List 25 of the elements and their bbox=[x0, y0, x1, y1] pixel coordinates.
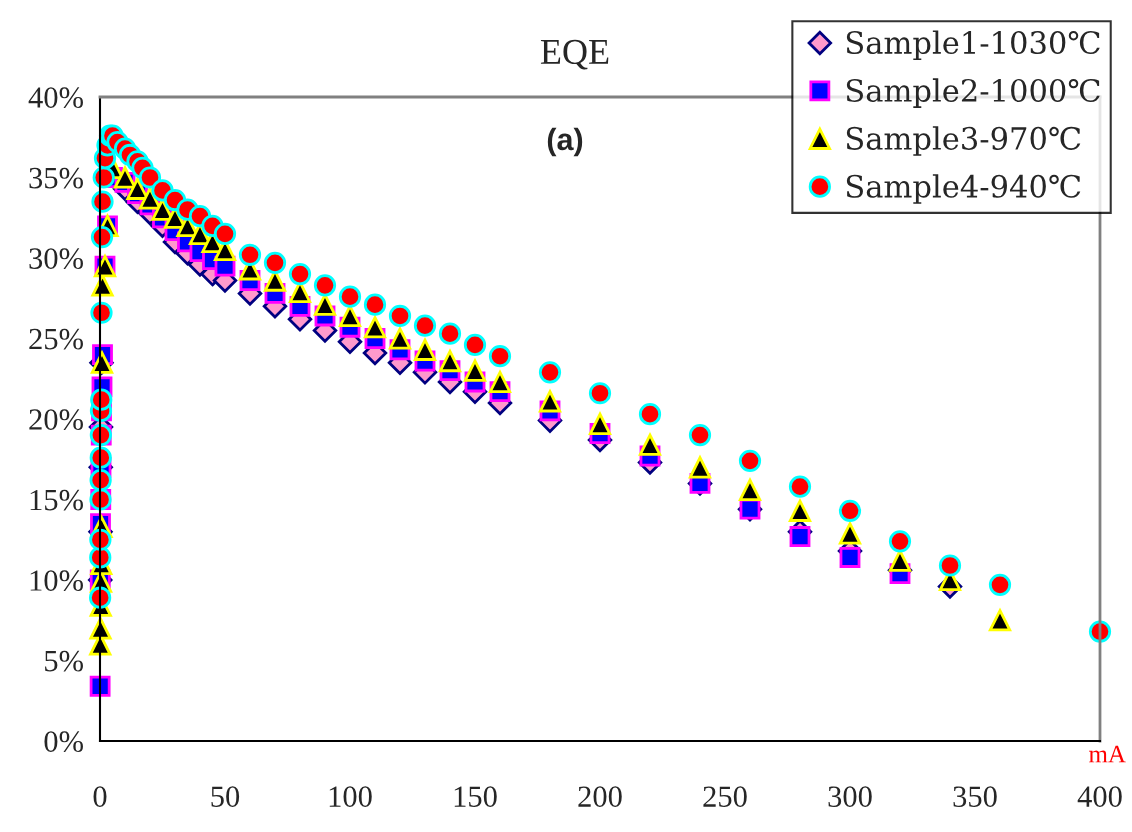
y-tick-label: 35% bbox=[29, 167, 83, 189]
x-tick-label: 300 bbox=[828, 786, 872, 807]
x-tick-label: 150 bbox=[454, 786, 497, 807]
x-axis-title: mA bbox=[1089, 745, 1126, 763]
y-tick-label: 15% bbox=[30, 489, 83, 511]
y-tick-label: 5% bbox=[45, 650, 83, 672]
legend-label: Sample3-970℃ bbox=[846, 126, 1081, 156]
y-tick-label: 20% bbox=[29, 409, 83, 430]
y-tick-label: 10% bbox=[30, 570, 83, 591]
x-tick-label: 200 bbox=[578, 786, 622, 807]
x-tick-label: 400 bbox=[1077, 786, 1122, 807]
y-tick-label: 0% bbox=[44, 731, 83, 752]
legend-label: Sample2-1000℃ bbox=[846, 78, 1100, 108]
chart-title: EQE bbox=[540, 39, 609, 70]
x-tick-label: 100 bbox=[329, 786, 372, 807]
y-tick-label: 40% bbox=[28, 87, 83, 108]
x-tick-label: 0 bbox=[93, 786, 107, 807]
legend-label: Sample1-1030℃ bbox=[846, 30, 1100, 61]
x-tick-label: 350 bbox=[953, 786, 997, 807]
y-tick-label: 25% bbox=[29, 328, 83, 350]
y-tick-label: 30% bbox=[29, 248, 83, 269]
x-tick-label: 50 bbox=[211, 786, 240, 807]
annotation: (a) bbox=[547, 127, 583, 157]
legend-label: Sample4-940℃ bbox=[846, 174, 1081, 204]
x-tick-label: 250 bbox=[703, 786, 747, 807]
